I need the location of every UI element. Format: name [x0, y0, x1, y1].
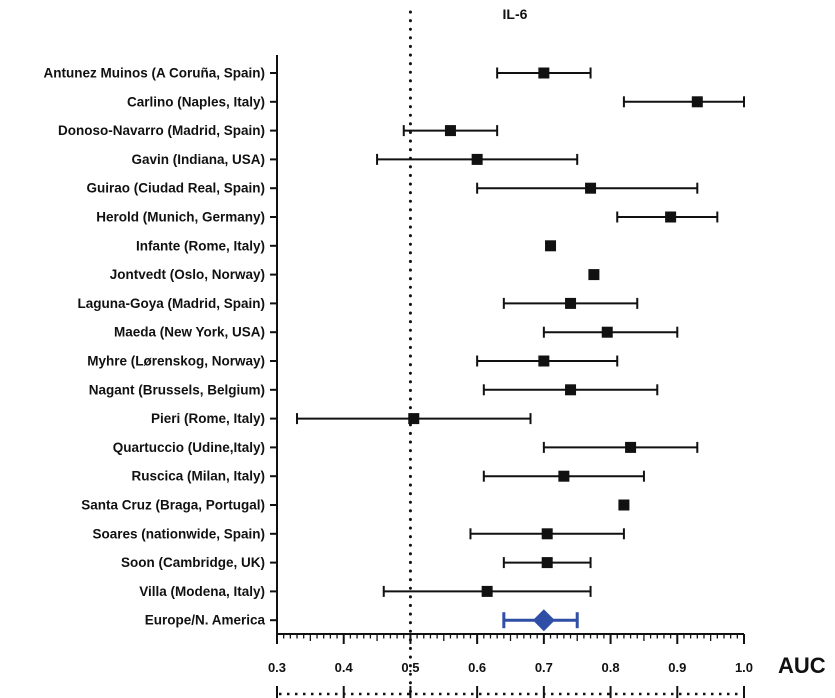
auc-point [558, 470, 570, 482]
study-label: Ruscica (Milan, Italy) [131, 469, 265, 484]
study-label: Soon (Cambridge, UK) [121, 555, 265, 570]
study-label: Donoso-Navarro (Madrid, Spain) [58, 123, 265, 138]
auc-point [538, 355, 550, 367]
study-label: Quartuccio (Udine,Italy) [113, 440, 265, 455]
x-tick-label: 0.5 [401, 660, 419, 675]
study-label: Guirao (Ciudad Real, Spain) [86, 181, 265, 196]
auc-point [541, 557, 553, 569]
auc-point [408, 413, 420, 425]
x-tick-label: 0.6 [468, 660, 486, 675]
x-tick-label: 0.9 [668, 660, 686, 675]
auc-point [565, 384, 577, 396]
study-label: Maeda (New York, USA) [114, 325, 265, 340]
auc-point [585, 182, 597, 194]
auc-point [618, 499, 630, 511]
auc-point [625, 441, 637, 453]
auc-point [565, 297, 577, 309]
study-label: Villa (Modena, Italy) [139, 584, 265, 599]
x-tick-label: 0.8 [602, 660, 620, 675]
x-tick-label: 0.3 [268, 660, 286, 675]
study-label: Gavin (Indiana, USA) [131, 152, 265, 167]
study-label: Jontvedt (Oslo, Norway) [110, 267, 265, 282]
study-label: Soares (nationwide, Spain) [92, 526, 265, 541]
chart-title: IL-6 [503, 6, 528, 22]
study-label: Infante (Rome, Italy) [136, 238, 265, 253]
auc-point [541, 528, 553, 540]
auc-point [545, 240, 557, 252]
study-label: Laguna-Goya (Madrid, Spain) [77, 296, 265, 311]
x-tick-label: 0.4 [335, 660, 354, 675]
auc-point [588, 269, 600, 281]
study-label: Pieri (Rome, Italy) [151, 411, 265, 426]
pooled-label: Europe/N. America [145, 613, 266, 628]
auc-point [538, 67, 550, 79]
study-label: Santa Cruz (Braga, Portugal) [81, 498, 265, 513]
x-tick-label: 1.0 [735, 660, 753, 675]
axes: 0.3 0.4 0.5 0.6 0.7 0.8 0.9 1.0 [268, 10, 753, 698]
x-axis-title: AUC [778, 653, 826, 678]
auc-point [481, 585, 493, 597]
auc-point [691, 96, 703, 108]
auc-point [665, 211, 677, 223]
study-label: Carlino (Naples, Italy) [127, 94, 265, 109]
auc-point [471, 153, 483, 165]
auc-point [601, 326, 613, 338]
x-tick-label: 0.7 [535, 660, 553, 675]
study-label: Herold (Munich, Germany) [96, 210, 265, 225]
study-rows: Antunez Muinos (A Coruña, Spain) Carlino … [44, 66, 745, 632]
study-label: Myhre (Lørenskog, Norway) [87, 354, 265, 369]
pooled-estimate-diamond [532, 609, 555, 632]
study-label: Nagant (Brussels, Belgium) [89, 382, 265, 397]
study-label: Antunez Muinos (A Coruña, Spain) [44, 66, 265, 81]
auc-point [444, 125, 456, 137]
